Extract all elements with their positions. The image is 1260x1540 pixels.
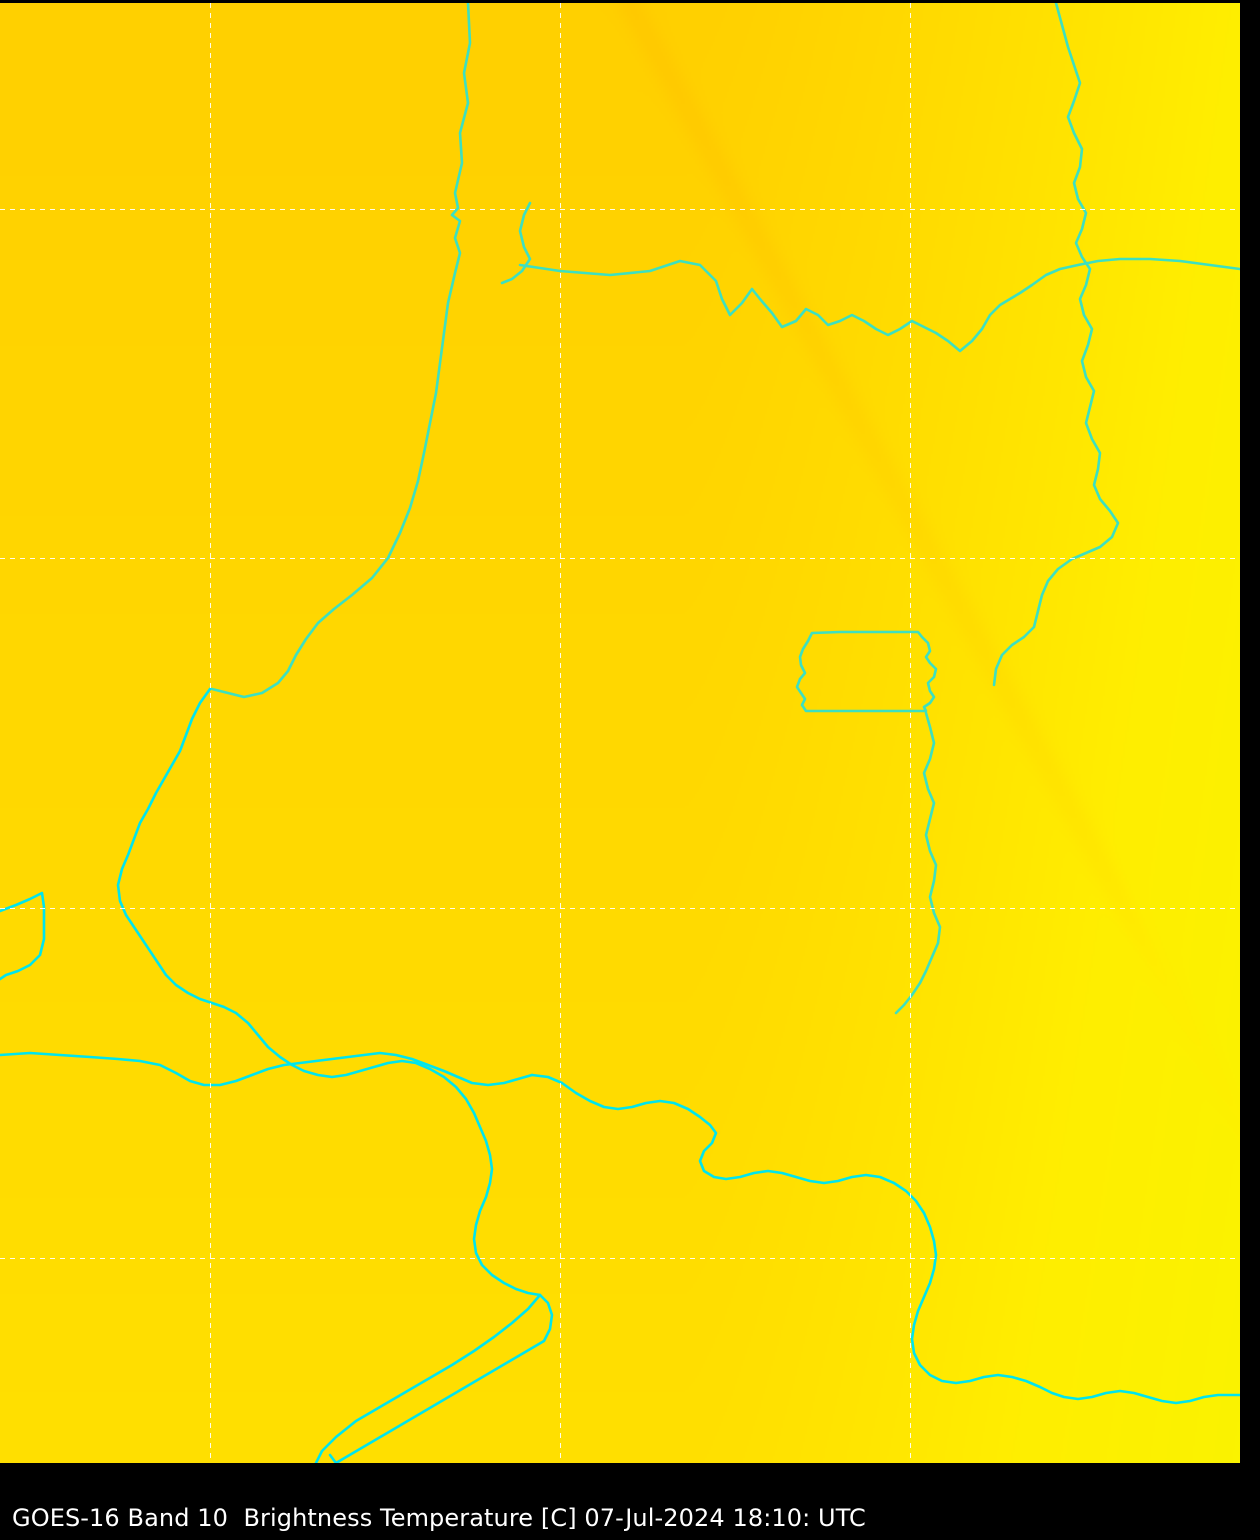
- satellite-image-panel: [0, 3, 1240, 1463]
- caption-bar: GOES-16 Band 10 Brightness Temperature […: [0, 1463, 1260, 1540]
- product-caption: GOES-16 Band 10 Brightness Temperature […: [12, 1504, 866, 1532]
- brightness-temperature-raster: [0, 3, 1240, 1463]
